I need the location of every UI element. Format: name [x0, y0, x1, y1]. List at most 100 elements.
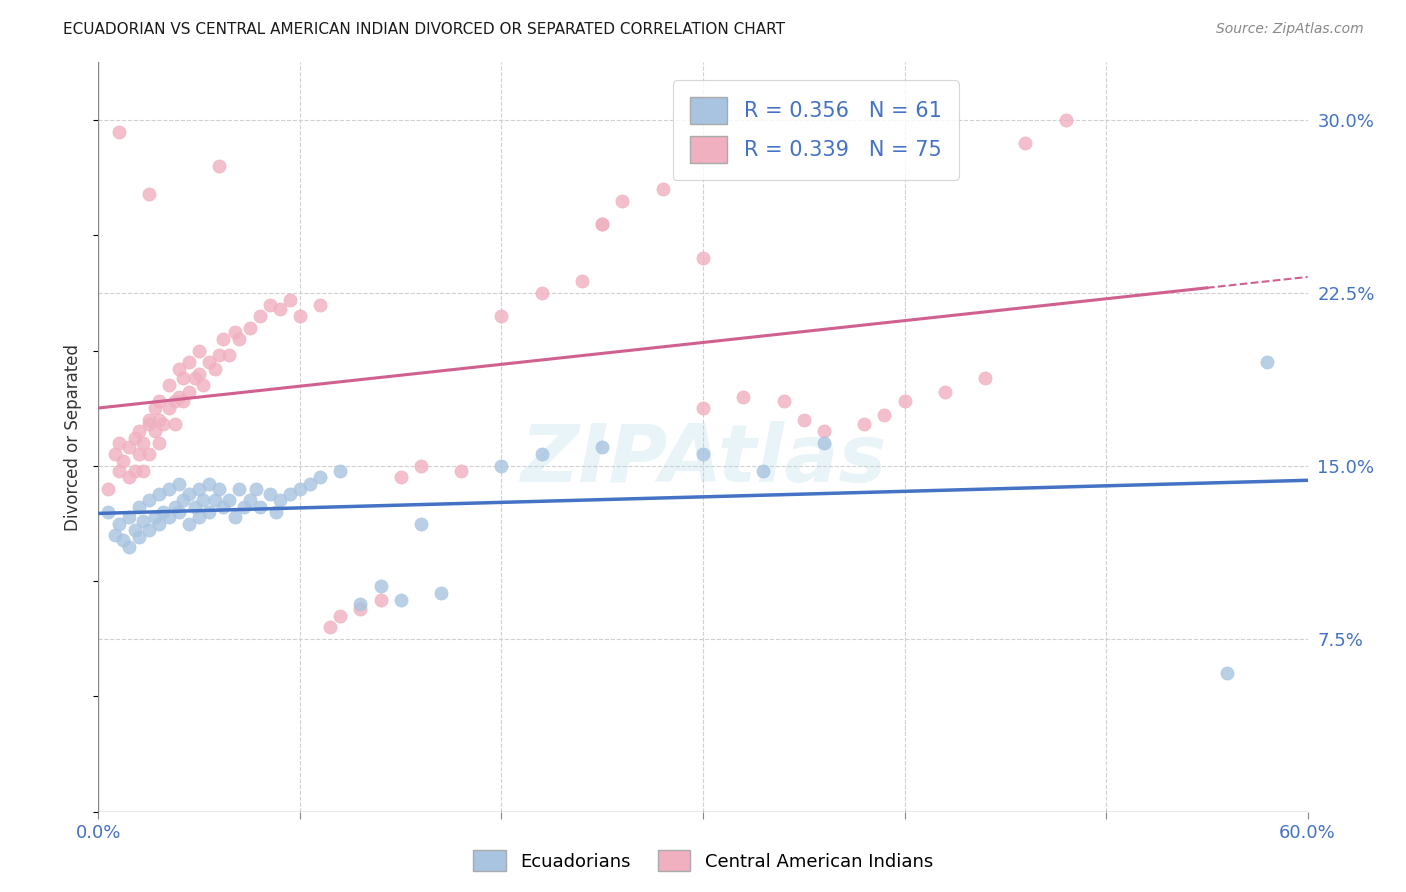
Point [198, 477, 221, 491]
Point [179, 355, 201, 369]
Point [1054, 113, 1077, 128]
Point [138, 186, 160, 201]
Point [148, 435, 170, 450]
Point [167, 390, 190, 404]
Point [148, 516, 170, 531]
Point [167, 362, 190, 376]
Point [132, 463, 155, 477]
Point [309, 297, 332, 311]
Point [188, 509, 211, 524]
Point [118, 441, 141, 455]
Point [370, 592, 392, 607]
Point [370, 579, 392, 593]
Point [853, 417, 876, 432]
Point [128, 500, 150, 515]
Point [692, 252, 714, 266]
Point [259, 486, 281, 500]
Point [450, 463, 472, 477]
Point [128, 530, 150, 544]
Point [409, 458, 432, 473]
Point [212, 500, 235, 515]
Point [118, 470, 141, 484]
Point [107, 435, 129, 450]
Point [934, 385, 956, 400]
Point [692, 447, 714, 461]
Point [198, 355, 221, 369]
Point [118, 540, 141, 554]
Point [157, 378, 180, 392]
Point [1256, 355, 1278, 369]
Point [591, 217, 613, 231]
Point [813, 435, 835, 450]
Point [184, 500, 207, 515]
Point [124, 463, 146, 477]
Point [184, 371, 207, 385]
Point [107, 516, 129, 531]
Point [204, 493, 226, 508]
Point [245, 482, 267, 496]
Point [138, 413, 160, 427]
Point [167, 477, 190, 491]
Point [193, 493, 215, 508]
Point [571, 275, 593, 289]
Point [264, 505, 287, 519]
Point [208, 159, 231, 173]
Point [349, 597, 371, 611]
Point [218, 348, 240, 362]
Text: ZIPAtlas: ZIPAtlas [520, 420, 886, 499]
Legend: R = 0.356   N = 61, R = 0.339   N = 75: R = 0.356 N = 61, R = 0.339 N = 75 [673, 80, 959, 179]
Point [278, 486, 301, 500]
Point [157, 401, 180, 416]
Point [278, 293, 301, 307]
Point [118, 509, 141, 524]
Point [491, 458, 513, 473]
Point [591, 441, 613, 455]
Point [97, 505, 120, 519]
Text: Source: ZipAtlas.com: Source: ZipAtlas.com [1216, 22, 1364, 37]
Point [128, 447, 150, 461]
Point [179, 516, 201, 531]
Point [299, 477, 322, 491]
Point [752, 463, 775, 477]
Point [228, 482, 250, 496]
Point [224, 509, 246, 524]
Point [172, 394, 194, 409]
Point [132, 435, 155, 450]
Point [259, 297, 281, 311]
Point [329, 463, 352, 477]
Point [612, 194, 634, 208]
Point [111, 533, 134, 547]
Point [228, 332, 250, 346]
Point [224, 325, 246, 339]
Point [218, 493, 240, 508]
Point [107, 125, 129, 139]
Point [530, 285, 553, 300]
Point [148, 413, 170, 427]
Point [873, 408, 896, 422]
Point [491, 309, 513, 323]
Point [138, 447, 160, 461]
Legend: Ecuadorians, Central American Indians: Ecuadorians, Central American Indians [465, 843, 941, 879]
Point [163, 500, 186, 515]
Point [893, 394, 915, 409]
Point [249, 500, 271, 515]
Point [172, 493, 194, 508]
Y-axis label: Divorced or Separated: Divorced or Separated [65, 343, 83, 531]
Point [772, 394, 794, 409]
Point [148, 394, 170, 409]
Point [249, 309, 271, 323]
Point [143, 425, 166, 439]
Point [269, 493, 291, 508]
Point [193, 378, 215, 392]
Point [179, 486, 201, 500]
Point [974, 371, 997, 385]
Point [188, 343, 211, 358]
Point [152, 417, 174, 432]
Point [813, 425, 835, 439]
Point [204, 362, 226, 376]
Point [309, 470, 332, 484]
Point [239, 320, 262, 334]
Point [157, 482, 180, 496]
Point [188, 482, 211, 496]
Point [430, 585, 453, 599]
